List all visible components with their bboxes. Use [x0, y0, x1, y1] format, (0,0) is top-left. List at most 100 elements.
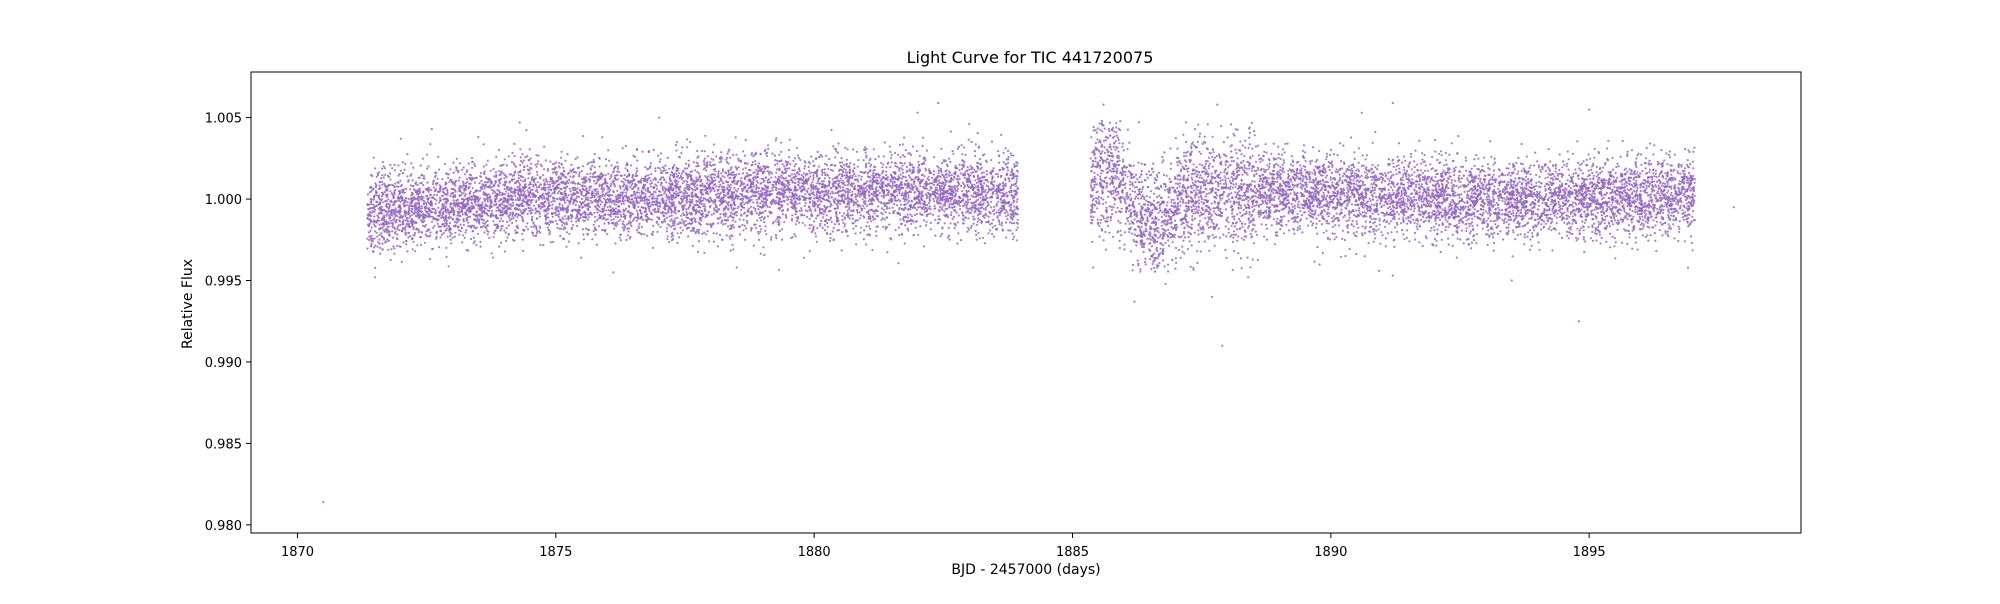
- data-point: [796, 171, 799, 174]
- data-point: [960, 184, 963, 188]
- data-point: [780, 150, 783, 153]
- data-point: [764, 225, 767, 228]
- data-point: [910, 215, 914, 218]
- data-point: [910, 222, 913, 225]
- data-point: [584, 187, 588, 190]
- data-point: [824, 162, 827, 165]
- data-point: [414, 250, 417, 253]
- data-point: [911, 169, 914, 172]
- data-point: [458, 194, 461, 197]
- data-point: [972, 175, 976, 178]
- data-point: [974, 154, 977, 158]
- data-point: [878, 191, 881, 195]
- data-point: [832, 238, 835, 241]
- data-point: [974, 229, 977, 232]
- data-point: [818, 203, 821, 206]
- data-point: [546, 183, 549, 186]
- data-point: [874, 158, 877, 161]
- data-point: [610, 175, 613, 178]
- data-point: [381, 167, 384, 170]
- data-point: [665, 193, 668, 196]
- data-point: [892, 184, 895, 187]
- data-point: [676, 195, 680, 198]
- data-point: [712, 240, 715, 243]
- data-point: [535, 228, 538, 231]
- data-point: [433, 193, 436, 197]
- data-point: [669, 173, 672, 176]
- data-point: [812, 178, 815, 181]
- data-point: [729, 168, 732, 171]
- data-point: [888, 145, 891, 148]
- data-point: [677, 222, 680, 225]
- data-point: [387, 209, 390, 212]
- data-point: [900, 203, 903, 206]
- data-point: [659, 202, 662, 205]
- data-point: [734, 136, 737, 139]
- data-point: [549, 241, 552, 244]
- data-point: [993, 205, 996, 208]
- data-point: [849, 214, 852, 217]
- data-point: [384, 241, 387, 244]
- data-point: [380, 235, 383, 238]
- data-point: [385, 210, 388, 213]
- data-point: [382, 216, 385, 219]
- data-point: [977, 186, 980, 189]
- data-point: [817, 214, 820, 217]
- data-point: [554, 161, 558, 164]
- data-point: [503, 187, 506, 191]
- data-point: [504, 205, 507, 208]
- data-point: [787, 174, 791, 177]
- data-point: [610, 164, 613, 167]
- data-point: [644, 193, 647, 196]
- data-point: [522, 165, 526, 168]
- data-point: [856, 211, 859, 214]
- data-point: [696, 156, 699, 159]
- data-point: [986, 180, 990, 183]
- data-point: [541, 194, 544, 197]
- data-point: [568, 187, 572, 190]
- data-point: [503, 197, 506, 200]
- data-point: [774, 176, 777, 179]
- data-point: [438, 184, 441, 187]
- data-point: [780, 141, 783, 144]
- data-point: [452, 161, 455, 164]
- data-point: [674, 217, 677, 220]
- data-point: [513, 178, 516, 181]
- data-point: [997, 200, 1000, 203]
- data-point: [653, 210, 656, 214]
- data-point: [924, 167, 927, 170]
- data-point: [379, 252, 382, 255]
- data-point: [854, 185, 857, 188]
- data-point: [627, 227, 631, 230]
- data-point: [495, 155, 498, 158]
- data-point: [410, 162, 413, 165]
- data-point: [500, 225, 503, 228]
- data-point: [958, 204, 961, 207]
- data-point: [818, 212, 822, 215]
- data-point: [993, 208, 996, 212]
- data-point: [673, 164, 676, 167]
- data-point: [955, 211, 958, 214]
- data-point: [744, 162, 747, 165]
- data-point: [838, 169, 841, 172]
- data-point: [430, 220, 434, 223]
- data-point: [589, 168, 593, 171]
- data-point: [867, 162, 870, 165]
- data-point: [566, 179, 569, 183]
- data-point: [370, 211, 373, 214]
- data-point: [867, 194, 871, 197]
- data-point: [387, 198, 390, 201]
- data-point: [374, 266, 377, 269]
- data-point: [396, 214, 399, 218]
- data-point: [419, 164, 422, 167]
- data-point: [645, 219, 648, 222]
- data-point: [809, 184, 813, 187]
- data-point: [759, 230, 762, 233]
- data-point: [954, 170, 957, 174]
- data-point: [408, 231, 411, 234]
- data-point: [722, 223, 725, 226]
- data-point: [650, 203, 654, 206]
- data-point: [714, 203, 717, 206]
- data-point: [775, 237, 778, 240]
- data-point: [814, 235, 818, 238]
